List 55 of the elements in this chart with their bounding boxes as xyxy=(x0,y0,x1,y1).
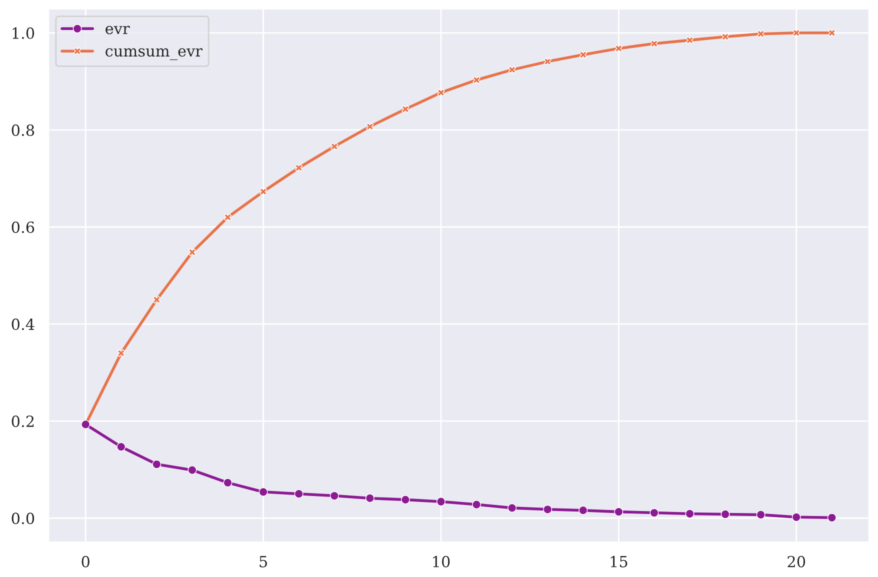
x-tick-label: 0 xyxy=(82,556,90,568)
point xyxy=(437,88,445,96)
point xyxy=(828,29,836,37)
x-tick-label: 15 xyxy=(610,556,628,568)
x-tick-label: 5 xyxy=(260,556,267,568)
y-tick-label: 0.4 xyxy=(12,318,34,330)
point xyxy=(578,506,588,515)
point xyxy=(400,495,410,504)
legend-label: cumsum_evr xyxy=(106,48,202,60)
point xyxy=(686,36,694,44)
point xyxy=(827,513,836,522)
point xyxy=(792,512,801,522)
point xyxy=(650,508,659,518)
y-tick-label: 1.0 xyxy=(12,27,34,39)
point xyxy=(152,460,162,469)
point xyxy=(117,349,125,357)
point xyxy=(579,50,587,59)
point xyxy=(366,122,374,130)
y-tick-label: 0.2 xyxy=(12,416,34,428)
point xyxy=(543,504,552,514)
point xyxy=(544,58,552,66)
point xyxy=(721,32,730,41)
point xyxy=(330,142,338,150)
x-tick-label: 20 xyxy=(788,556,806,568)
point xyxy=(294,489,304,498)
point xyxy=(188,248,196,256)
point xyxy=(436,497,446,506)
point xyxy=(116,442,126,452)
point xyxy=(756,510,766,520)
point xyxy=(685,509,694,518)
point xyxy=(258,487,268,496)
point xyxy=(152,296,161,304)
y-tick-label: 0.0 xyxy=(12,512,34,524)
y-tick-label: 0.8 xyxy=(12,124,34,136)
x-tick-label: 10 xyxy=(433,556,450,568)
point xyxy=(330,491,339,500)
point xyxy=(650,40,658,48)
point xyxy=(224,213,232,222)
point xyxy=(614,44,622,52)
point xyxy=(720,510,730,519)
point xyxy=(295,164,303,172)
point xyxy=(614,507,624,516)
y-tick-label: 0.6 xyxy=(12,221,34,234)
point xyxy=(508,66,516,74)
point xyxy=(508,503,517,512)
point xyxy=(365,494,374,503)
point xyxy=(402,105,410,113)
point xyxy=(792,29,800,37)
point xyxy=(259,188,268,196)
point xyxy=(223,478,232,488)
point xyxy=(472,76,480,84)
point xyxy=(757,30,765,38)
point xyxy=(188,466,197,475)
legend-label: evr xyxy=(106,26,130,34)
point xyxy=(472,500,482,510)
